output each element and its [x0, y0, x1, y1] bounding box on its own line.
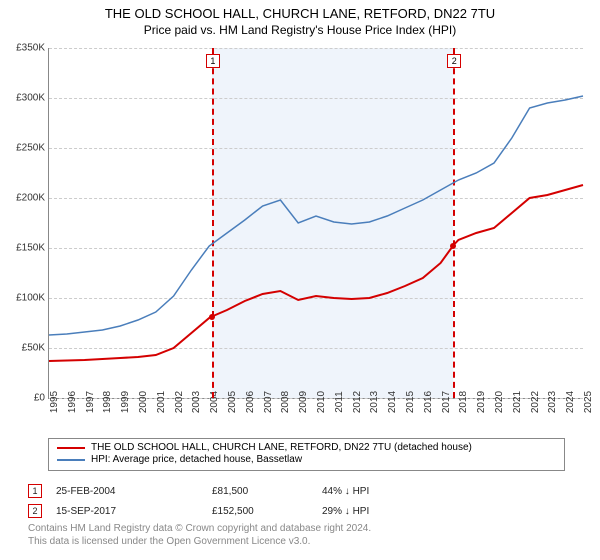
sale-date: 15-SEP-2017: [56, 506, 212, 517]
y-axis-label: £300K: [3, 93, 45, 104]
sale-row-marker: 1: [28, 484, 42, 498]
sale-date: 25-FEB-2004: [56, 486, 212, 497]
y-axis-label: £200K: [3, 193, 45, 204]
legend-label-hpi: HPI: Average price, detached house, Bass…: [91, 454, 302, 465]
legend-label-property: THE OLD SCHOOL HALL, CHURCH LANE, RETFOR…: [91, 442, 472, 453]
legend-item-property: THE OLD SCHOOL HALL, CHURCH LANE, RETFOR…: [57, 442, 556, 453]
y-axis-label: £150K: [3, 243, 45, 254]
sale-row-marker: 2: [28, 504, 42, 518]
legend-item-hpi: HPI: Average price, detached house, Bass…: [57, 454, 556, 465]
sale-vs-hpi: 44% ↓ HPI: [322, 486, 422, 497]
series-hpi: [49, 96, 583, 335]
y-axis-label: £0: [3, 393, 45, 404]
title-line-2: Price paid vs. HM Land Registry's House …: [0, 23, 600, 37]
sale-details: 1 25-FEB-2004£81,50044% ↓ HPI 2 15-SEP-2017…: [28, 478, 568, 518]
sale-vs-hpi: 29% ↓ HPI: [322, 506, 422, 517]
chart-titles: THE OLD SCHOOL HALL, CHURCH LANE, RETFOR…: [0, 0, 600, 37]
series-property: [49, 185, 583, 361]
footer-line-2: This data is licensed under the Open Gov…: [28, 535, 371, 548]
sale-row: 1 25-FEB-2004£81,50044% ↓ HPI: [28, 484, 568, 498]
legend-swatch-property: [57, 447, 85, 449]
sale-price: £152,500: [212, 506, 322, 517]
legend-swatch-hpi: [57, 459, 85, 461]
x-axis-label: 2025: [583, 391, 594, 413]
legend-box: THE OLD SCHOOL HALL, CHURCH LANE, RETFOR…: [48, 438, 565, 471]
sale-dot: [450, 243, 456, 249]
y-axis-label: £250K: [3, 143, 45, 154]
sale-row: 2 15-SEP-2017£152,50029% ↓ HPI: [28, 504, 568, 518]
sale-price: £81,500: [212, 486, 322, 497]
line-series-svg: [49, 48, 583, 398]
sale-dot: [209, 314, 215, 320]
chart-plot-area: £0£50K£100K£150K£200K£250K£300K£350K1995…: [48, 48, 583, 399]
y-axis-label: £50K: [3, 343, 45, 354]
y-axis-label: £100K: [3, 293, 45, 304]
y-axis-label: £350K: [3, 43, 45, 54]
footer-line-1: Contains HM Land Registry data © Crown c…: [28, 522, 371, 535]
title-line-1: THE OLD SCHOOL HALL, CHURCH LANE, RETFOR…: [0, 6, 600, 21]
footer-attribution: Contains HM Land Registry data © Crown c…: [28, 522, 371, 548]
